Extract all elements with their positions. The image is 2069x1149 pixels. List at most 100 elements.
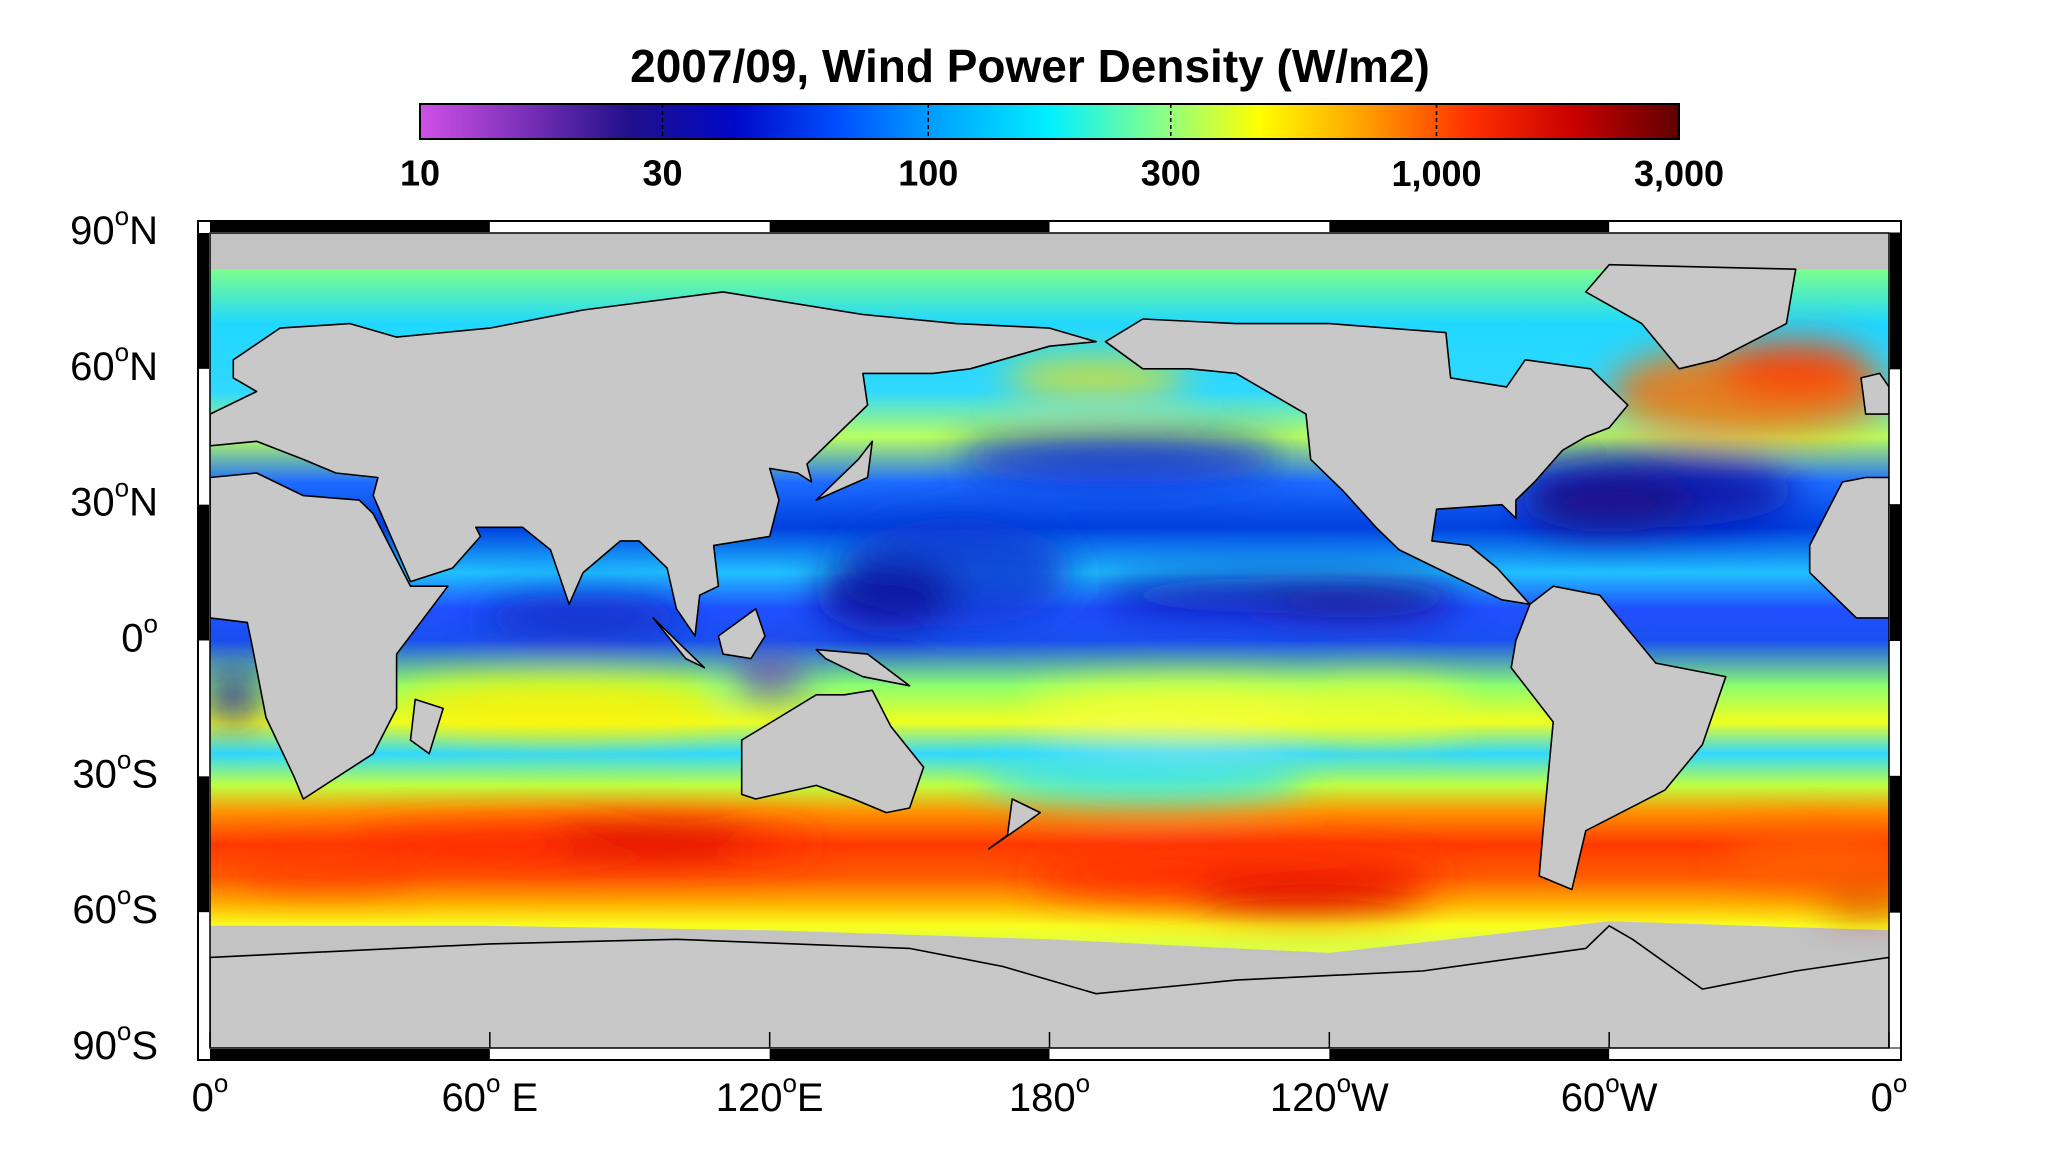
landmass (210, 472, 449, 800)
ocean-feature (550, 826, 756, 854)
ocean-feature (1819, 894, 1889, 913)
ocean-feature (1189, 875, 1423, 913)
colorbar (419, 103, 1680, 140)
landmass (815, 440, 874, 501)
tick-number: 30 (72, 752, 117, 796)
tick-label: 90oS (72, 1016, 158, 1068)
tick-label: 90oN (70, 201, 158, 253)
ocean-feature (1525, 477, 1694, 532)
landmass (210, 924, 1889, 1048)
landmass (988, 798, 1041, 850)
frame-band (1890, 776, 1900, 913)
map-area (210, 233, 1889, 1048)
landmass (1585, 263, 1797, 370)
frame-band (1890, 504, 1900, 641)
ocean-feature (1259, 590, 1446, 618)
degree-sign: o (214, 1068, 228, 1098)
ocean-feature (979, 749, 1307, 804)
tick-label: 60oS (72, 880, 158, 932)
land (210, 263, 1889, 1048)
landmass (1808, 476, 1889, 619)
ocean-feature (956, 432, 1283, 487)
tick-label: 0o (121, 608, 158, 660)
tick-label: 60o E (441, 1068, 538, 1120)
degree-sign: o (115, 473, 129, 503)
frame-band (769, 1049, 1050, 1059)
landmass (1104, 318, 1629, 606)
hemisphere: S (131, 888, 158, 932)
degree-sign: o (144, 608, 158, 638)
landmass (717, 607, 766, 660)
degree-sign: o (115, 337, 129, 367)
degree-sign: o (115, 201, 129, 231)
hemisphere: S (131, 1024, 158, 1068)
hemisphere: S (131, 752, 158, 796)
landmass (409, 698, 445, 755)
ocean-feature (210, 667, 262, 722)
frame-band (199, 233, 209, 369)
tick-label: 120oW (1270, 1068, 1389, 1120)
ocean-feature (396, 676, 724, 732)
tick-label: 10 (400, 153, 440, 194)
frame-band (1890, 233, 1900, 369)
tick-number: 60 (70, 344, 115, 388)
degree-sign: o (1893, 1068, 1907, 1098)
tick-label: 100 (898, 153, 958, 194)
tick-label: 120oE (716, 1068, 824, 1120)
tick-number: 90 (70, 209, 115, 253)
degree-sign: o (1605, 1068, 1619, 1098)
degree-sign: o (117, 1016, 131, 1046)
ocean-feature (1721, 341, 1871, 397)
degree-sign: o (1337, 1068, 1351, 1098)
landmass (1510, 585, 1727, 891)
tick-number: 60 (72, 888, 117, 932)
tick-label: 30oN (70, 473, 158, 525)
tick-label: 300 (1141, 153, 1201, 194)
frame-band (199, 776, 209, 913)
ocean-feature (732, 658, 807, 695)
frame-band (1329, 222, 1610, 232)
tick-number: 0 (121, 616, 143, 660)
degree-sign: o (782, 1068, 796, 1098)
tick-number: 3,000 (1634, 153, 1724, 194)
ocean-feature (480, 595, 686, 641)
tick-label: 0o (1871, 1068, 1908, 1120)
tick-number: 0 (192, 1076, 214, 1120)
hemisphere: W (1620, 1076, 1658, 1120)
tick-number: 30 (70, 480, 115, 524)
tick-label: 60oN (70, 337, 158, 389)
landmass (1860, 372, 1889, 415)
frame-band (210, 222, 490, 232)
tick-label: 3,000 (1634, 153, 1724, 194)
landmass (652, 617, 706, 669)
ocean-feature (233, 848, 420, 886)
frame-band (210, 1049, 490, 1059)
hemisphere: E (500, 1076, 538, 1120)
degree-sign: o (117, 880, 131, 910)
tick-number: 90 (72, 1024, 117, 1068)
ocean-feature (816, 559, 957, 632)
tick-label: 1,000 (1391, 153, 1481, 194)
ocean-features (210, 341, 1889, 913)
hemisphere: N (129, 480, 158, 524)
tick-label: 60oW (1561, 1068, 1658, 1120)
degree-sign: o (1076, 1068, 1090, 1098)
landmass (815, 648, 911, 687)
frame-band (769, 222, 1050, 232)
hemisphere: N (129, 344, 158, 388)
tick-number: 120 (1270, 1076, 1337, 1120)
ocean-feature (1725, 830, 1889, 885)
ocean-feature (1026, 681, 1353, 736)
degree-sign: o (486, 1068, 500, 1098)
tick-number: 180 (1009, 1076, 1076, 1120)
landmass (740, 689, 925, 814)
tick-label: 0o (192, 1068, 229, 1120)
map-title: 2007/09, Wind Power Density (W/m2) (630, 40, 1430, 92)
hemisphere: N (129, 209, 158, 253)
tick-number: 120 (716, 1076, 783, 1120)
hemisphere: W (1351, 1076, 1389, 1120)
degree-sign: o (117, 744, 131, 774)
ocean-feature (1282, 681, 1470, 736)
